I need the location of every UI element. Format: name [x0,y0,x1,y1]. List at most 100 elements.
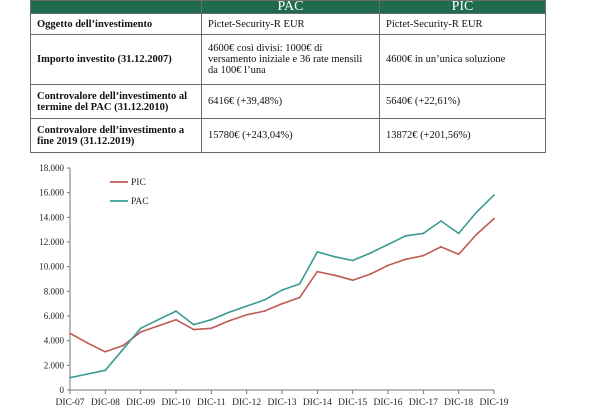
y-axis: 0 2.000 4.000 6.000 8.000 10.000 12.000 14.000 1… [39,163,71,395]
x-tick-label: DIC-12 [232,398,261,408]
pac-cell: Pictet-Security-R EUR [201,13,380,35]
data-point-pic [281,302,283,305]
row-label: Controvalore dell’investimento al termin… [30,84,202,119]
data-point-pac [104,369,107,372]
header-pic: PIC [379,0,546,14]
table-row: Oggetto dell’investimento Pictet-Securit… [30,13,546,35]
row-label: Importo investito (31.12.2007) [30,34,202,85]
legend: PIC PAC [110,178,149,207]
y-tick-label: 10.000 [39,262,64,272]
x-tick-label: DIC-18 [444,398,473,408]
series-line-pic [69,218,495,353]
pic-cell: Pictet-Security-R EUR [379,13,546,35]
data-point-pac [316,250,319,253]
pac-cell: 6416€ (+39,48%) [201,84,380,119]
row-label: Controvalore dell’investimento a fine 20… [30,118,202,153]
data-point-pic [263,310,266,312]
data-point-pac [281,289,283,291]
series-lines [69,194,495,379]
data-point-pic [369,273,372,275]
x-tick-label: DIC-17 [409,398,438,408]
line-chart: 0 2.000 4.000 6.000 8.000 10.000 12.000 14.000 1… [39,163,509,408]
data-point-pic [86,342,89,345]
data-point-pac [86,373,89,375]
pic-cell: 4600€ in un’unica soluzione [379,34,546,85]
data-point-pac [139,327,142,330]
data-point-pac [475,211,478,214]
data-point-pic [493,217,495,220]
data-point-pac [422,232,425,235]
pac-cell: 15780€ (+243,04%) [201,118,380,153]
x-tick-label: DIC-08 [91,398,120,408]
data-point-pic [157,324,160,327]
data-point-pac [192,323,195,326]
data-point-pic [69,332,71,335]
data-point-pic [475,233,478,236]
comparison-table: PAC PIC Oggetto dell’investimento Pictet… [30,0,546,153]
table-row: Controvalore dell’investimento al termin… [30,84,546,119]
pac-cell: 4600€ così divisi: 1000€ di versamento i… [201,34,380,85]
data-point-pic [422,254,425,257]
data-point-pac [404,234,407,237]
x-tick-label: DIC-11 [197,398,226,408]
table-row: Controvalore dell’investimento a fine 20… [30,118,546,153]
data-point-pac [493,194,495,197]
data-point-pic [139,331,142,333]
x-axis: DIC-07 DIC-08 DIC-09 DIC-10 DIC-11 DIC-12 DIC-… [55,389,509,408]
data-point-pic [122,344,124,347]
data-point-pic [334,274,336,277]
data-point-pic [387,264,389,267]
data-point-pic [175,318,177,321]
data-point-pic [210,327,213,330]
data-point-pic [457,253,460,256]
data-point-pic [316,270,319,273]
data-point-pac [440,220,442,222]
x-tick-label: DIC-13 [267,398,296,408]
x-tick-label: DIC-15 [338,398,367,408]
header-pac: PAC [201,0,380,14]
y-tick-label: 8.000 [44,286,65,296]
data-point-pac [369,252,372,254]
data-point-pic [298,296,301,299]
data-point-pac [334,255,336,258]
data-point-pic [104,350,107,353]
y-tick-label: 0 [60,385,65,395]
y-tick-label: 12.000 [39,237,64,247]
x-tick-label: DIC-10 [161,398,190,408]
pic-cell: 13872€ (+201,56%) [379,118,546,153]
row-label: Oggetto dell’investimento [30,13,202,35]
data-point-pic [351,279,354,282]
x-tick-label: DIC-14 [303,398,332,408]
data-point-pac [157,318,160,321]
header-empty [30,0,202,14]
data-point-pic [245,313,248,316]
data-point-pac [175,310,177,312]
data-point-pic [440,246,442,248]
legend-label-pic: PIC [131,178,146,188]
data-point-pac [263,299,266,301]
data-point-pac [387,243,389,246]
x-tick-label: DIC-16 [373,398,402,408]
data-point-pac [122,348,124,351]
x-tick-label: DIC-19 [479,398,508,408]
data-point-pic [228,320,230,322]
y-tick-label: 6.000 [44,311,65,321]
x-tick-label: DIC-07 [55,398,84,408]
data-point-pic [404,258,407,261]
legend-label-pac: PAC [131,197,149,207]
y-tick-label: 4.000 [44,336,65,346]
table-row: Importo investito (31.12.2007) 4600€ cos… [30,34,546,85]
data-point-pac [298,283,301,285]
data-point-pac [69,376,71,379]
x-tick-label: DIC-09 [126,398,155,408]
data-point-pic [192,328,195,331]
data-point-pac [245,305,248,308]
y-tick-label: 16.000 [39,188,64,198]
pic-cell: 5640€ (+22,61%) [379,84,546,119]
y-tick-label: 14.000 [39,212,64,222]
y-tick-label: 18.000 [39,163,64,173]
data-point-pac [210,318,213,321]
data-point-pac [228,311,230,314]
data-point-pac [457,232,460,235]
table-header-row: PAC PIC [30,0,546,14]
